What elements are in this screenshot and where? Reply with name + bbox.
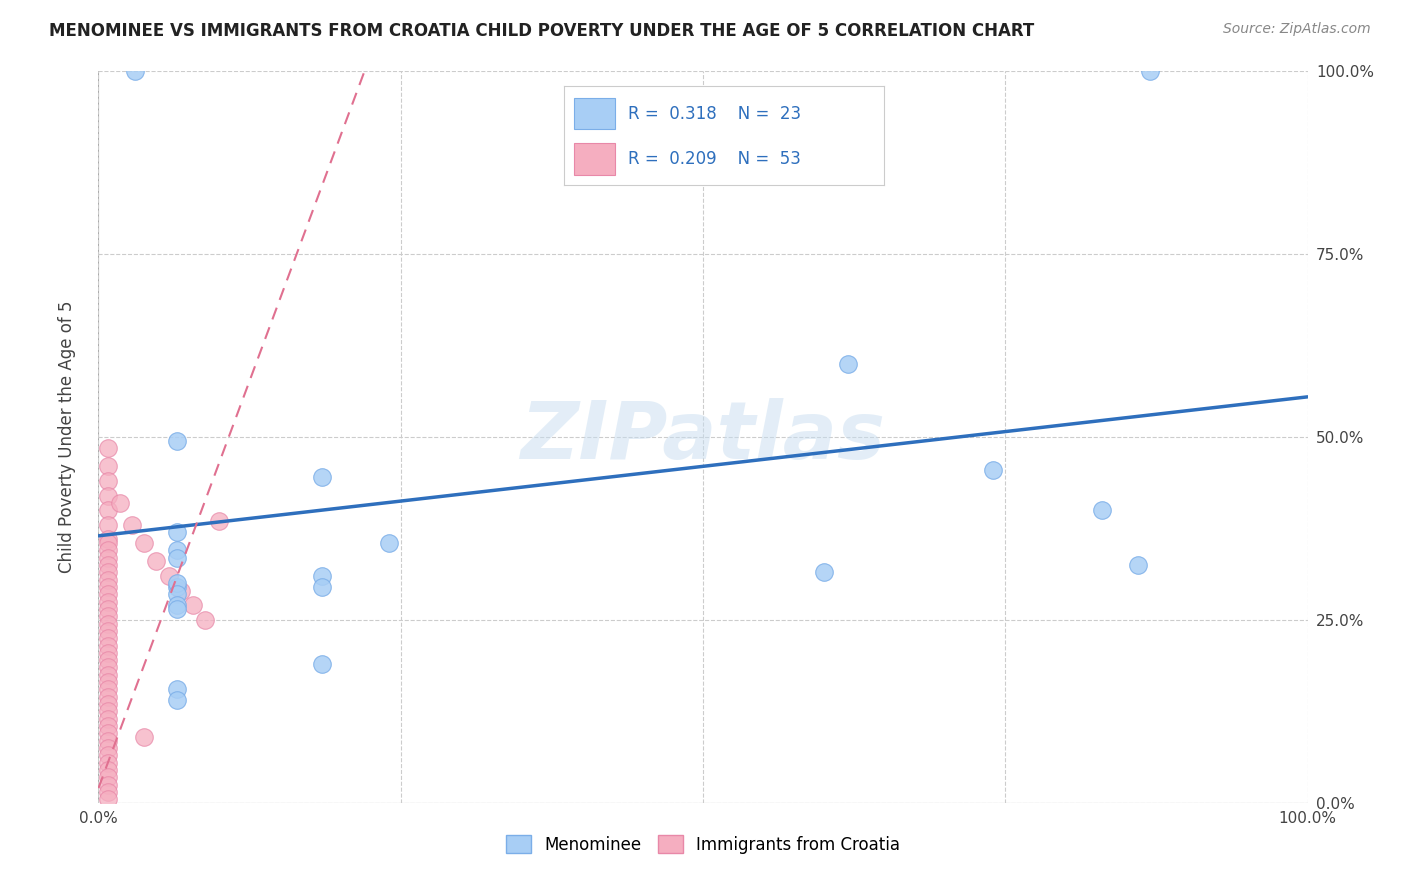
Point [97,653,120,667]
Point [97,602,120,616]
Point [97,740,120,755]
Point [166,434,188,448]
Point [1128,558,1150,573]
Point [97,705,120,719]
Point [97,785,120,799]
Point [97,667,120,681]
Point [97,543,120,558]
Point [166,580,188,594]
Point [97,660,120,674]
Point [97,719,120,733]
Point [97,778,120,792]
Point [97,712,120,726]
Point [97,697,120,711]
Point [166,525,188,540]
Point [97,441,120,455]
Point [208,514,231,528]
Point [166,550,188,565]
Text: Source: ZipAtlas.com: Source: ZipAtlas.com [1223,22,1371,37]
Point [311,470,333,484]
Point [181,599,204,613]
Point [97,580,120,594]
Point [97,616,120,631]
Point [97,558,120,573]
Point [813,566,835,580]
Point [97,682,120,697]
Point [1139,64,1161,78]
Point [97,756,120,770]
Point [166,587,188,601]
Point [311,569,333,583]
Point [97,632,120,646]
Point [1091,503,1114,517]
Point [166,693,188,707]
Point [97,459,120,474]
Point [97,733,120,747]
Point [97,474,120,488]
Point [97,503,120,517]
Point [377,536,399,550]
Point [121,517,143,532]
Point [97,573,120,587]
Point [97,748,120,763]
Point [97,517,120,532]
Point [169,583,191,598]
Point [311,657,333,671]
Point [981,463,1004,477]
Point [134,536,156,550]
Point [166,602,188,616]
Point [97,489,120,503]
Point [97,726,120,740]
Point [97,594,120,608]
Point [97,690,120,704]
Point [108,496,131,510]
Point [97,587,120,601]
Point [134,730,156,744]
Point [97,792,120,806]
Point [97,639,120,653]
Point [97,536,120,550]
Point [311,580,333,594]
Point [97,624,120,638]
Point [97,566,120,580]
Point [194,613,217,627]
Point [97,763,120,777]
Point [145,554,167,568]
Point [97,675,120,690]
Point [166,543,188,558]
Point [124,64,146,78]
Point [97,550,120,565]
Point [97,646,120,660]
Text: ZIPatlas: ZIPatlas [520,398,886,476]
Text: MENOMINEE VS IMMIGRANTS FROM CROATIA CHILD POVERTY UNDER THE AGE OF 5 CORRELATIO: MENOMINEE VS IMMIGRANTS FROM CROATIA CHI… [49,22,1035,40]
Y-axis label: Child Poverty Under the Age of 5: Child Poverty Under the Age of 5 [58,301,76,574]
Point [837,357,859,371]
Point [97,609,120,624]
Point [166,599,188,613]
Point [97,770,120,784]
Point [157,569,180,583]
Point [97,533,120,547]
Point [166,682,188,697]
Legend: Menominee, Immigrants from Croatia: Menominee, Immigrants from Croatia [499,829,907,860]
Point [166,576,188,591]
